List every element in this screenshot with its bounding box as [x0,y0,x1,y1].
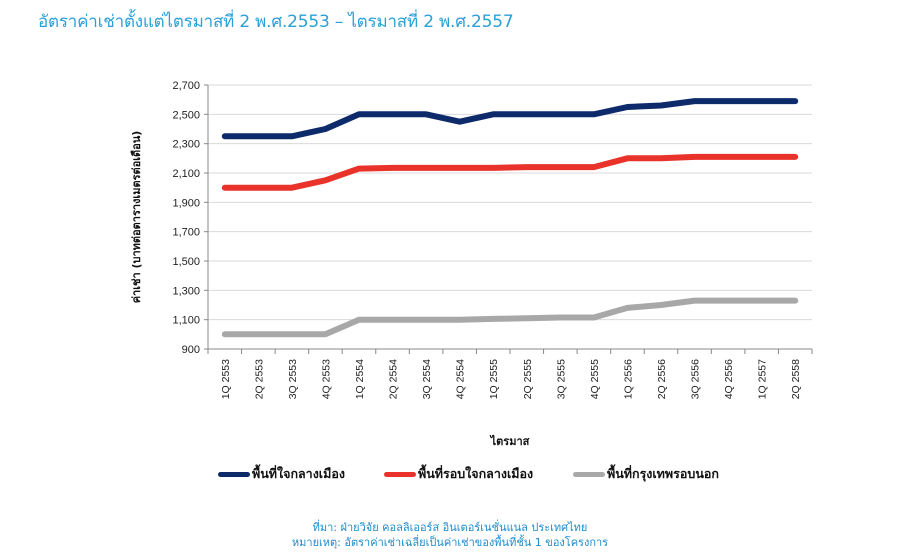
source-text: ที่มา: ฝ่ายวิจัย คอลลิเออร์ส อินเตอร์เนช… [312,521,588,534]
x-tick-label: 2Q 2556 [656,359,668,399]
x-tick-label: 1Q 2554 [354,359,366,399]
x-tick-label: 4Q 2555 [589,359,601,399]
x-tick-label: 4Q 2554 [455,359,467,399]
note-text: หมายเหตุ: อัตราค่าเช่าเฉลี่ยเป็นค่าเช่าข… [291,536,609,549]
x-tick-label: 3Q 2555 [555,359,567,399]
x-tick-label: 1Q 2556 [622,359,634,399]
legend-label: พื้นที่กรุงเทพรอบนอก [607,466,719,481]
y-tick-label: 1,700 [172,227,200,239]
y-tick-label: 1,100 [172,315,200,327]
x-tick-label: 2Q 2553 [253,359,265,399]
series-lines [221,98,799,338]
x-tick-label: 1Q 2557 [757,359,769,399]
legend: พื้นที่ใจกลางเมือง พื้นที่รอบใจกลางเมือง… [0,464,900,484]
legend-swatch-city-center [218,471,250,477]
y-tick-label: 1,300 [172,285,200,297]
series-line-0 [221,98,799,140]
x-tick-label: 2Q 2554 [388,359,400,399]
x-tick-label: 4Q 2553 [320,359,332,399]
y-tick-label: 2,500 [172,109,200,121]
legend-label: พื้นที่ใจกลางเมือง [252,466,345,481]
x-tick-label: 1Q 2553 [220,359,232,399]
y-tick-label: 1,900 [172,197,200,209]
legend-item-city-center: พื้นที่ใจกลางเมือง [218,464,345,484]
series-line-1 [221,153,799,191]
y-tick-label: 2,100 [172,168,200,180]
x-tick-label: 3Q 2554 [421,359,433,399]
legend-swatch-city-fringe [384,471,416,477]
legend-item-city-fringe: พื้นที่รอบใจกลางเมือง [384,464,533,484]
legend-label: พื้นที่รอบใจกลางเมือง [418,466,534,481]
y-axis-ticks: 900 1,100 1,300 1,500 1,700 1,900 2,100 2,300 2,… [172,80,200,356]
x-tick-label: 3Q 2556 [690,359,702,399]
legend-swatch-suburban [573,471,605,477]
gridlines [208,84,812,321]
y-axis-title: ค่าเช่า (บาทต่อตารางเมตรต่อเดือน) [130,131,143,304]
y-tick-label: 2,300 [172,139,200,151]
y-tick-label: 2,700 [172,80,200,92]
x-tick-label: 2Q 2558 [790,359,802,399]
series-line-2 [221,297,799,338]
y-tick-label: 900 [182,344,200,356]
x-tick-label: 1Q 2555 [488,359,500,399]
legend-item-suburban: พื้นที่กรุงเทพรอบนอก [573,464,719,484]
x-axis-ticks: 1Q 2553 2Q 2553 3Q 2553 4Q 2553 1Q 2554 2Q 25… [220,359,802,399]
x-axis-title: ไตรมาส [489,434,530,448]
x-tick-label: 4Q 2556 [723,359,735,399]
line-chart: 900 1,100 1,300 1,500 1,700 1,900 2,100 2,300 2,… [130,80,813,448]
y-tick-label: 1,500 [172,256,200,268]
axes [204,84,813,354]
x-tick-label: 2Q 2555 [522,359,534,399]
chart-title: อัตราค่าเช่าตั้งแต่ไตรมาสที่ 2 พ.ศ.2553 … [38,12,514,32]
x-tick-label: 3Q 2553 [287,359,299,399]
